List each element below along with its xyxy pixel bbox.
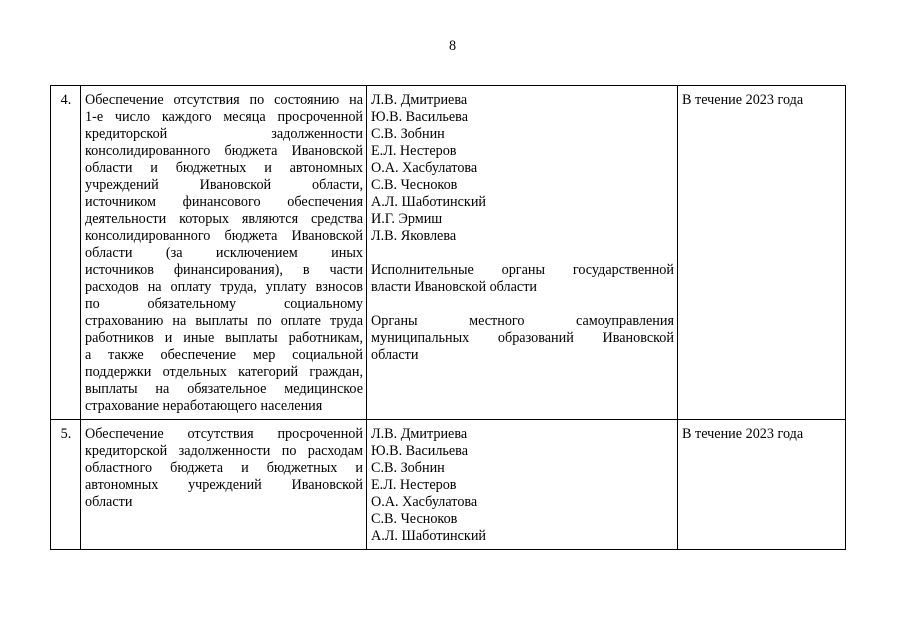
- responsible-body-line: власти Ивановской области: [371, 279, 538, 295]
- task-line: страхование неработающего населения: [85, 398, 323, 414]
- responsible-person: А.Л. Шаботинский: [371, 528, 487, 544]
- task-line: источников финансирования), в части: [85, 262, 363, 278]
- task-line: выплаты на обязательное медицинское: [85, 381, 363, 397]
- task-line: а также обеспечение мер социальной: [85, 347, 363, 363]
- responsible-person: Л.В. Яковлева: [371, 228, 457, 244]
- deadline: В течение 2023 года: [682, 92, 804, 108]
- responsible-cell: Л.В. Дмитриева Ю.В. Васильева С.В. Зобнин Е…: [366, 419, 678, 550]
- task-line: 1-е число каждого месяца просроченной: [85, 109, 363, 125]
- task-line: области: [85, 494, 133, 510]
- table-row: 5. Обеспечение отсутствия просроченной кре…: [50, 419, 846, 550]
- spacer: [371, 296, 674, 313]
- task-line: автономных учреждений Ивановской: [85, 477, 363, 493]
- deadline: В течение 2023 года: [682, 426, 804, 442]
- task-line: источником финансового обеспечения: [85, 194, 363, 210]
- spacer: [371, 245, 674, 262]
- responsible-person: А.Л. Шаботинский: [371, 194, 487, 210]
- responsible-cell: Л.В. Дмитриева Ю.В. Васильева С.В. Зобнин Е…: [366, 85, 678, 420]
- responsible-person: Е.Л. Нестеров: [371, 143, 457, 159]
- responsible-person: Л.В. Дмитриева: [371, 92, 468, 108]
- responsible-person: Е.Л. Нестеров: [371, 477, 457, 493]
- deadline-cell: В течение 2023 года: [677, 85, 846, 420]
- responsible-person: Ю.В. Васильева: [371, 443, 468, 459]
- task-line: работников и иные выплаты работникам,: [85, 330, 363, 346]
- task-line: по обязательному социальному: [85, 296, 363, 312]
- action-plan-table: 4. Обеспечение отсутствия по состоянию на…: [50, 85, 846, 550]
- responsible-body-line: муниципальных образований Ивановской: [371, 330, 674, 346]
- task-line: расходов на оплату труда, уплату взносов: [85, 279, 363, 295]
- task-line: поддержки отдельных категорий граждан,: [85, 364, 363, 380]
- responsible-person: С.В. Зобнин: [371, 460, 445, 476]
- responsible-person: О.А. Хасбулатова: [371, 160, 478, 176]
- item-number: 4.: [60, 92, 72, 108]
- responsible-person: Л.В. Дмитриева: [371, 426, 468, 442]
- responsible-person: С.В. Зобнин: [371, 126, 445, 142]
- item-number-cell: 4.: [50, 85, 81, 420]
- page-number: 8: [448, 38, 457, 54]
- task-line: Обеспечение отсутствия по состоянию на: [85, 92, 363, 108]
- item-number-cell: 5.: [50, 419, 81, 550]
- responsible-body-line: Исполнительные органы государственной: [371, 262, 674, 278]
- responsible-person: И.Г. Эрмиш: [371, 211, 443, 227]
- task-line: учреждений Ивановской области,: [85, 177, 363, 193]
- responsible-person: С.В. Чесноков: [371, 511, 458, 527]
- task-line: Обеспечение отсутствия просроченной: [85, 426, 363, 442]
- task-line: консолидированного бюджета Ивановской: [85, 228, 363, 244]
- table-row: 4. Обеспечение отсутствия по состоянию на…: [50, 85, 846, 420]
- responsible-person: С.В. Чесноков: [371, 177, 458, 193]
- task-description-cell: Обеспечение отсутствия просроченной креди…: [80, 419, 367, 550]
- task-description-cell: Обеспечение отсутствия по состоянию на 1-…: [80, 85, 367, 420]
- task-line: областного бюджета и бюджетных и: [85, 460, 363, 476]
- item-number: 5.: [60, 426, 72, 442]
- task-line: консолидированного бюджета Ивановской: [85, 143, 363, 159]
- task-line: кредиторской задолженности по расходам: [85, 443, 363, 459]
- responsible-body-line: Органы местного самоуправления: [371, 313, 674, 329]
- deadline-cell: В течение 2023 года: [677, 419, 846, 550]
- responsible-body-line: области: [371, 347, 419, 363]
- responsible-person: Ю.В. Васильева: [371, 109, 468, 125]
- task-line: области и бюджетных и автономных: [85, 160, 363, 176]
- responsible-person: О.А. Хасбулатова: [371, 494, 478, 510]
- task-line: страхованию на выплаты по оплате труда: [85, 313, 363, 329]
- task-line: кредиторской задолженности: [85, 126, 363, 142]
- task-line: области (за исключением иных: [85, 245, 363, 261]
- task-line: деятельности которых являются средства: [85, 211, 363, 227]
